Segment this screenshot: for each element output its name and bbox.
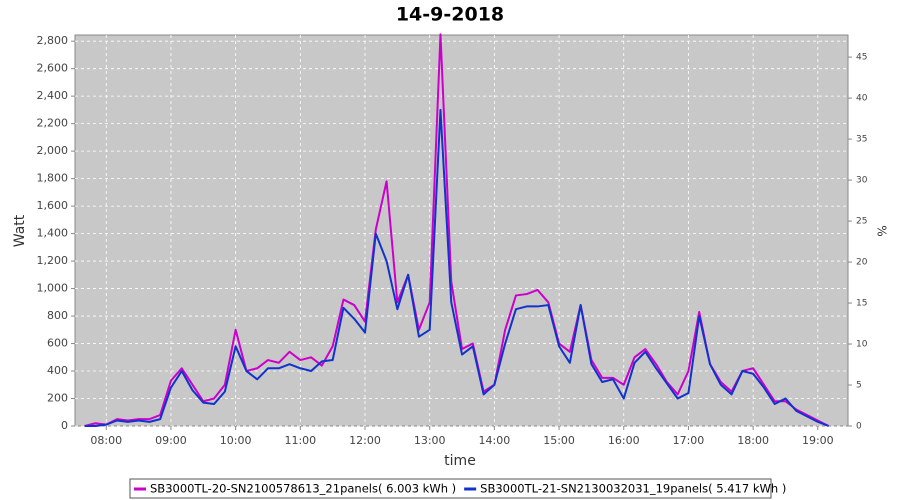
y2-tick-label: 15 [856,299,867,309]
y-tick-label: 1,800 [37,172,69,185]
x-tick-label: 16:00 [608,434,640,447]
y-tick-label: 400 [47,364,68,377]
x-tick-label: 17:00 [673,434,705,447]
x-tick-label: 19:00 [802,434,834,447]
plot-area [74,34,849,427]
y-tick-label: 2,000 [37,144,69,157]
y-axis-label: Watt [12,214,28,247]
y-tick-label: 1,200 [37,254,69,267]
y-tick-label: 2,200 [37,117,69,130]
x-tick-label: 08:00 [90,434,122,447]
y2-tick-label: 45 [856,53,867,63]
y2-tick-label: 20 [856,258,868,268]
x-tick-label: 14:00 [479,434,511,447]
y-tick-label: 800 [47,309,68,322]
y2-tick-label: 35 [856,135,867,145]
legend-label: SB3000TL-20-SN2100578613_21panels( 6.003… [150,482,456,496]
x-tick-label: 15:00 [543,434,575,447]
x-tick-label: 13:00 [414,434,446,447]
y2-tick-label: 0 [856,422,862,432]
x-tick-label: 11:00 [284,434,316,447]
y-tick-label: 600 [47,337,68,350]
y-tick-label: 2,600 [37,62,69,75]
y-tick-label: 1,400 [37,227,69,240]
y2-tick-label: 25 [856,217,867,227]
y2-axis-label: % [875,225,889,236]
series-line [84,108,829,427]
x-tick-label: 09:00 [155,434,187,447]
y2-tick-label: 10 [856,340,868,350]
x-tick-label: 12:00 [349,434,381,447]
y-tick-label: 1,600 [37,199,69,212]
y-tick-label: 2,800 [37,34,69,47]
x-axis-label: time [444,453,476,469]
y-tick-label: 1,000 [37,282,69,295]
x-tick-label: 10:00 [220,434,252,447]
y-tick-label: 200 [47,392,68,405]
chart-title: 14-9-2018 [396,4,504,26]
x-tick-label: 18:00 [737,434,769,447]
y-tick-label: 0 [61,419,68,432]
y-tick-label: 2,400 [37,89,69,102]
y2-tick-label: 30 [856,176,868,186]
legend [129,478,772,499]
y2-tick-label: 5 [856,381,862,391]
legend-label: SB3000TL-21-SN2130032031_19panels( 5.417… [480,482,786,496]
y2-tick-label: 40 [856,94,868,104]
